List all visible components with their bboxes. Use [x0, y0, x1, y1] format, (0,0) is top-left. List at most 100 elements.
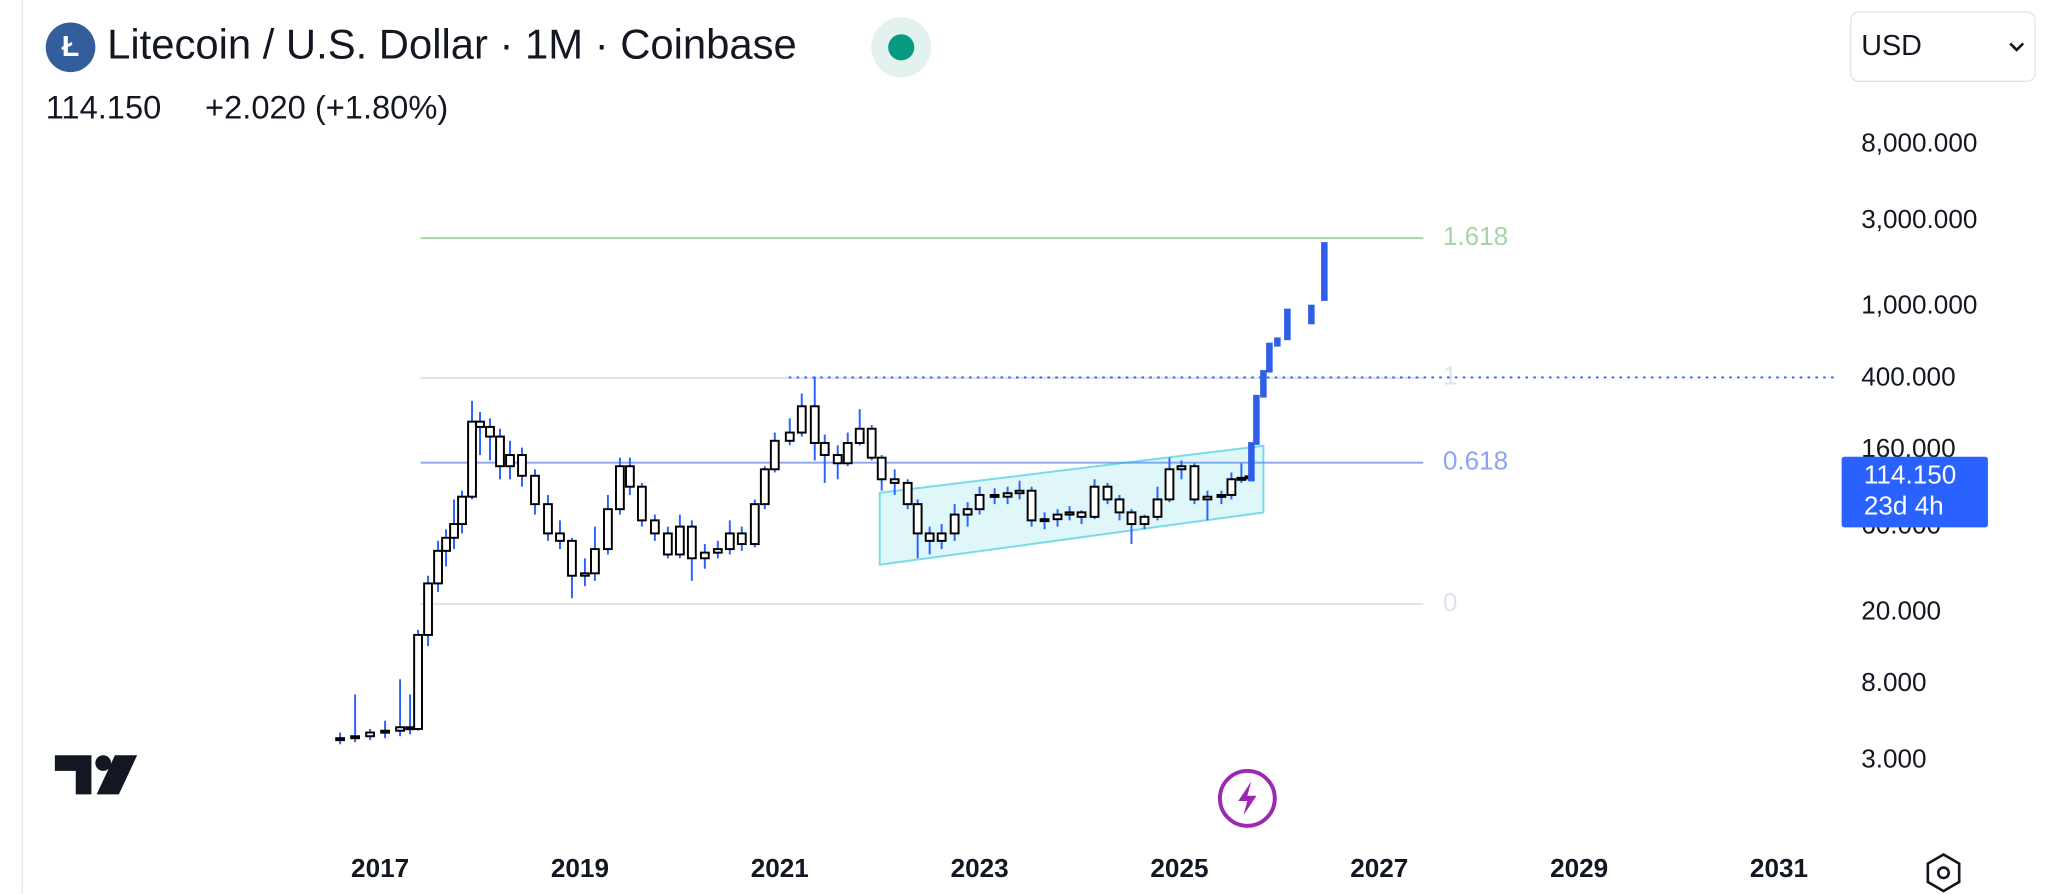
- candle-body: [365, 731, 376, 738]
- candle-body: [912, 503, 923, 535]
- x-tick-label: 2029: [1550, 853, 1608, 883]
- x-tick-label: 2025: [1150, 853, 1208, 883]
- candle-body: [962, 508, 973, 516]
- candle-body: [433, 549, 443, 585]
- candle-body: [405, 726, 415, 731]
- y-tick-label: 1,000.000: [1861, 290, 1977, 320]
- status-dot: [888, 34, 915, 61]
- candle-body: [603, 508, 613, 551]
- candle-body: [854, 427, 865, 444]
- currency-select[interactable]: [1850, 11, 2036, 82]
- candle-body: [1014, 489, 1025, 495]
- candle-body: [1139, 515, 1150, 526]
- candle-body: [949, 513, 960, 535]
- x-tick-label: 2021: [751, 853, 809, 883]
- candle-body: [413, 633, 423, 730]
- x-tick-label: 2027: [1350, 853, 1408, 883]
- candle-body: [1076, 511, 1087, 518]
- y-tick-label: 3,000.000: [1861, 204, 1977, 234]
- projection-bar: [1248, 442, 1255, 482]
- candle-body: [819, 442, 830, 457]
- lightning-glyph: [1238, 781, 1257, 816]
- candle-body: [380, 729, 390, 734]
- candle-body: [1236, 476, 1247, 481]
- candle-body: [649, 519, 660, 535]
- candle-body: [1114, 498, 1125, 514]
- currency-label[interactable]: USD: [1861, 30, 1922, 62]
- x-tick-label: 2023: [951, 853, 1009, 883]
- candle-body: [636, 485, 647, 522]
- projection-bar: [1284, 308, 1291, 341]
- candle-body: [924, 532, 935, 542]
- candle-body: [1226, 478, 1237, 496]
- chart-title: Litecoin / U.S. Dollar · 1M · Coinbase: [107, 20, 797, 67]
- fib-level-label: 0.618: [1443, 446, 1508, 476]
- candle-body: [1189, 465, 1200, 501]
- candle-body: [580, 572, 590, 577]
- candle-body: [505, 454, 515, 468]
- candle-body: [724, 532, 735, 551]
- candle-body: [759, 468, 770, 506]
- candle-body: [902, 481, 913, 506]
- y-tick-label: 3.000: [1861, 744, 1926, 774]
- candle-body: [674, 525, 685, 556]
- settings-button[interactable]: [1926, 852, 1961, 893]
- candle-body: [555, 532, 565, 542]
- candle-body: [1064, 511, 1075, 516]
- candle-body: [974, 493, 985, 511]
- candle-body: [1002, 492, 1013, 498]
- candle-body: [1102, 485, 1113, 501]
- candle-body: [517, 454, 527, 477]
- x-tick-label: 2017: [351, 853, 409, 883]
- candle-body: [809, 405, 820, 444]
- candle-body: [449, 523, 459, 539]
- candle-body: [625, 465, 635, 488]
- candle-body: [1176, 465, 1187, 471]
- candle-body: [936, 532, 947, 542]
- x-tick-label: 2019: [551, 853, 609, 883]
- candle-body: [457, 495, 467, 526]
- candle-body: [889, 478, 900, 484]
- x-tick-label: 2031: [1750, 853, 1808, 883]
- price-change: +2.020 (+1.80%): [205, 89, 448, 126]
- candle-body: [1126, 511, 1137, 526]
- candle-body: [1052, 513, 1063, 521]
- projection-bar: [1321, 242, 1328, 301]
- candle-body: [1216, 493, 1227, 498]
- candle-body: [784, 431, 795, 442]
- projection-bar: [1260, 370, 1267, 398]
- candle-body: [543, 503, 553, 535]
- candle-body: [485, 425, 495, 438]
- candle-body: [832, 454, 843, 465]
- candle-body: [423, 582, 433, 636]
- candle-body: [1089, 485, 1100, 518]
- fib-level-label: 1.618: [1443, 221, 1508, 251]
- projection-bar: [1274, 337, 1281, 347]
- candle-body: [1039, 518, 1050, 523]
- symbol-icon-glyph: Ł: [62, 31, 80, 63]
- candle-body: [467, 420, 477, 498]
- candle-body: [590, 548, 600, 575]
- dropdown-chevron[interactable]: [2009, 42, 2025, 52]
- y-tick-label: 8,000.000: [1861, 127, 1977, 157]
- candle-body: [736, 532, 747, 546]
- candle-body: [876, 456, 887, 481]
- candle-body: [441, 536, 451, 552]
- candle-body: [1152, 498, 1163, 518]
- candle-body: [1026, 489, 1037, 522]
- last-price: 114.150: [46, 89, 162, 126]
- candle-body: [495, 435, 505, 468]
- fib-level-label: 1: [1443, 361, 1458, 391]
- projection-bar: [1266, 342, 1273, 373]
- fib-level-label: 0: [1443, 587, 1458, 617]
- tradingview-logo: [54, 755, 138, 795]
- candle-body: [615, 465, 625, 511]
- price-label: 114.150: [1864, 459, 1956, 489]
- candle-body: [989, 493, 1000, 498]
- candle-body: [796, 405, 807, 434]
- candle-body: [686, 525, 697, 560]
- candle-body: [395, 726, 405, 732]
- y-tick-label: 8.000: [1861, 667, 1926, 697]
- candle-body: [769, 439, 780, 471]
